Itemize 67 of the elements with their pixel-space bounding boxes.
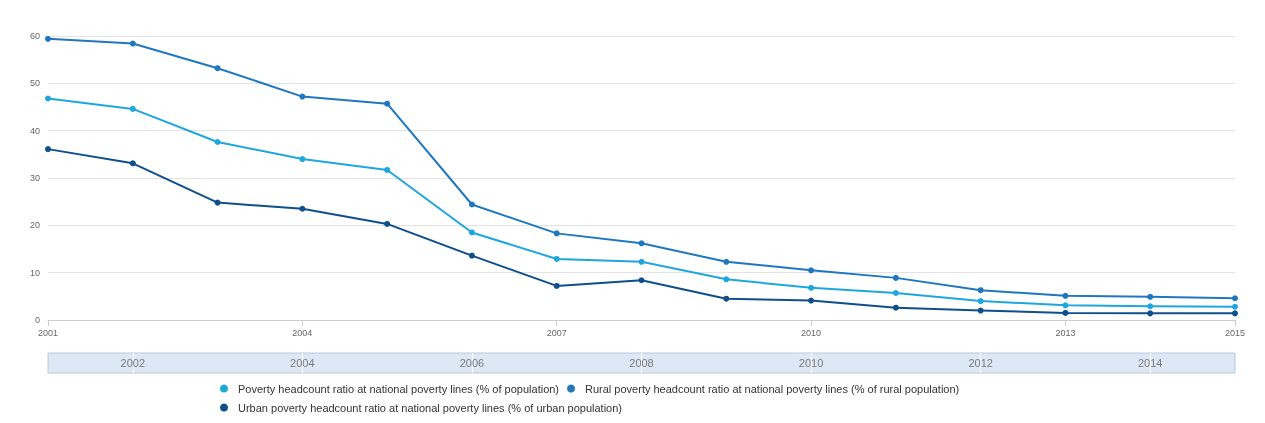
point — [892, 304, 899, 311]
point — [892, 274, 899, 281]
x2-tick-label: 2014 — [1137, 356, 1163, 369]
y-tick-label: 20 — [29, 220, 40, 231]
legend-label: Urban poverty headcount ratio at national poverty lines (% of urban population) — [238, 401, 623, 414]
y-tick-label: 10 — [29, 267, 40, 278]
point — [723, 276, 730, 283]
point — [468, 229, 475, 236]
point — [129, 160, 136, 167]
point — [468, 201, 475, 208]
point — [384, 100, 391, 107]
point — [299, 156, 306, 163]
point — [1062, 292, 1069, 299]
x2-tick-label: 2012 — [968, 356, 993, 369]
point — [808, 297, 815, 304]
point — [723, 295, 730, 302]
y-tick-label: 50 — [29, 78, 40, 89]
point — [1232, 303, 1238, 310]
y-tick-label: 60 — [29, 31, 40, 41]
point — [638, 277, 645, 284]
point — [723, 258, 730, 265]
point — [129, 105, 136, 112]
point — [1062, 309, 1069, 316]
y-tick-label: 30 — [29, 173, 40, 183]
point — [45, 146, 51, 153]
point — [808, 284, 815, 291]
point — [214, 139, 221, 146]
x-tick-label: 2004 — [292, 327, 313, 338]
point — [1147, 303, 1154, 310]
point — [638, 258, 645, 265]
point — [553, 282, 560, 289]
point — [45, 95, 51, 102]
point — [553, 230, 560, 237]
x-tick-label: 2015 — [1224, 327, 1246, 338]
x-tick-label: 2007 — [546, 327, 567, 338]
point — [468, 252, 475, 259]
point — [384, 166, 391, 173]
point — [45, 35, 51, 42]
x2-tick-label: 2006 — [459, 356, 485, 369]
point — [977, 287, 984, 294]
point — [299, 93, 306, 100]
point — [977, 307, 984, 314]
point — [214, 199, 221, 206]
x-tick-label: 2013 — [1055, 327, 1076, 338]
point — [1232, 295, 1238, 302]
x2-tick-label: 2010 — [798, 356, 824, 369]
point — [129, 40, 136, 47]
point — [1232, 310, 1238, 317]
y-tick-label: 40 — [29, 125, 40, 136]
point — [808, 267, 815, 274]
point — [892, 290, 899, 297]
point — [1147, 310, 1154, 317]
x2-tick-label: 2002 — [120, 356, 146, 369]
x2-tick-label: 2004 — [290, 356, 315, 369]
point — [1147, 293, 1154, 300]
legend-label: Poverty headcount ratio at national poverty lines (% of population) — [238, 382, 560, 395]
point — [977, 298, 984, 305]
x-tick-label: 2001 — [37, 327, 59, 338]
point — [384, 220, 391, 227]
point — [1062, 302, 1069, 309]
x2-tick-label: 2008 — [629, 356, 654, 369]
x-tick-label: 2010 — [801, 327, 822, 338]
point — [299, 205, 306, 212]
point — [553, 255, 560, 262]
y-tick-label: 0 — [34, 315, 40, 325]
legend-label: Rural poverty headcount ratio at national poverty lines (% of rural population) — [585, 382, 960, 395]
point — [214, 65, 221, 72]
